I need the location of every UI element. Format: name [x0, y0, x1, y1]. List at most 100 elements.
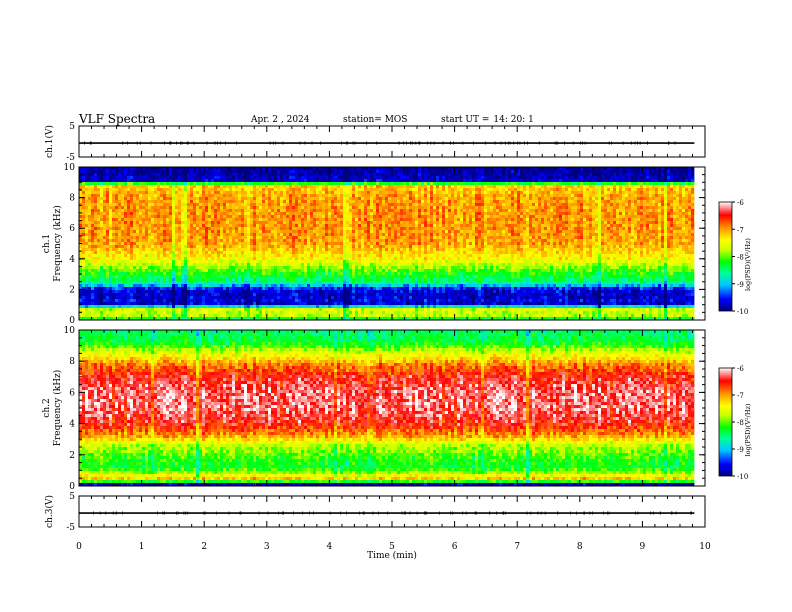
spectrogram-cell — [88, 218, 91, 221]
spectrogram-cell — [106, 302, 109, 305]
spectrogram-cell — [151, 215, 154, 218]
spectrogram-cell — [331, 284, 334, 287]
spectrogram-cell — [283, 305, 286, 308]
spectrogram-cell — [295, 182, 298, 185]
spectrogram-cell — [286, 233, 289, 236]
spectrogram-cell — [136, 203, 139, 206]
spectrogram-cell — [211, 278, 214, 281]
spectrogram-cell — [298, 263, 301, 266]
spectrogram-cell — [250, 179, 253, 182]
spectrogram-cell — [265, 296, 268, 299]
spectrogram-cell — [274, 173, 277, 176]
spectrogram-cell — [286, 257, 289, 260]
spectrogram-cell — [106, 191, 109, 194]
spectrogram-cell — [121, 203, 124, 206]
spectrogram-cell — [271, 182, 274, 185]
spectrogram-cell — [139, 284, 142, 287]
spectrogram-cell — [244, 314, 247, 317]
spectrogram-cell — [136, 182, 139, 185]
spectrogram-cell — [127, 191, 130, 194]
spectrogram-cell — [109, 308, 112, 311]
spectrogram-cell — [199, 200, 202, 203]
spectrogram-cell — [238, 284, 241, 287]
spectrogram-cell — [262, 263, 265, 266]
spectrogram-cell — [340, 197, 343, 200]
spectrogram-cell — [178, 305, 181, 308]
spectrogram-cell — [367, 299, 370, 302]
spectrogram-cell — [217, 200, 220, 203]
spectrogram-cell — [85, 302, 88, 305]
spectrogram-cell — [271, 206, 274, 209]
spectrogram-cell — [307, 263, 310, 266]
spectrogram-cell — [325, 266, 328, 269]
spectrogram-cell — [175, 197, 178, 200]
spectrogram-cell — [334, 317, 337, 320]
spectrogram-cell — [202, 227, 205, 230]
spectrogram-cell — [364, 188, 367, 191]
spectrogram-cell — [370, 179, 373, 182]
spectrogram-cell — [334, 287, 337, 290]
spectrogram-cell — [205, 317, 208, 320]
spectrogram-cell — [91, 200, 94, 203]
spectrogram-cell — [160, 251, 163, 254]
spectrogram-cell — [337, 290, 340, 293]
spectrogram-cell — [103, 251, 106, 254]
spectrogram-cell — [229, 281, 232, 284]
spectrogram-cell — [262, 179, 265, 182]
spectrogram-cell — [256, 236, 259, 239]
spectrogram-cell — [154, 209, 157, 212]
spectrogram-cell — [331, 170, 334, 173]
spectrogram-cell — [250, 182, 253, 185]
spectrogram-cell — [145, 182, 148, 185]
spectrogram-cell — [334, 257, 337, 260]
spectrogram-cell — [103, 272, 106, 275]
spectrogram-cell — [340, 260, 343, 263]
spectrogram-cell — [190, 314, 193, 317]
spectrogram-cell — [274, 314, 277, 317]
spectrogram-cell — [241, 245, 244, 248]
spectrogram-cell — [115, 293, 118, 296]
spectrogram-cell — [334, 272, 337, 275]
spectrogram-cell — [286, 191, 289, 194]
spectrogram-cell — [274, 242, 277, 245]
spectrogram-cell — [181, 254, 184, 257]
spectrogram-cell — [166, 182, 169, 185]
spectrogram-cell — [343, 185, 346, 188]
spectrogram-cell — [229, 167, 232, 170]
spectrogram-cell — [289, 296, 292, 299]
spectrogram-cell — [289, 215, 292, 218]
spectrogram-cell — [319, 173, 322, 176]
spectrogram-cell — [142, 221, 145, 224]
spectrogram-cell — [283, 287, 286, 290]
spectrogram-cell — [358, 167, 361, 170]
spectrogram-cell — [262, 251, 265, 254]
spectrogram-cell — [286, 197, 289, 200]
spectrogram-cell — [235, 272, 238, 275]
spectrogram-cell — [142, 179, 145, 182]
spectrogram-cell — [151, 245, 154, 248]
spectrogram-cell — [316, 218, 319, 221]
spectrogram-cell — [280, 314, 283, 317]
spectrogram-cell — [103, 314, 106, 317]
spectrogram-cell — [283, 260, 286, 263]
spectrogram-cell — [205, 278, 208, 281]
spectrogram-cell — [94, 224, 97, 227]
spectrogram-cell — [271, 281, 274, 284]
spectrogram-cell — [346, 179, 349, 182]
spectrogram-cell — [310, 200, 313, 203]
spectrogram-cell — [115, 248, 118, 251]
spectrogram-cell — [259, 188, 262, 191]
spectrogram-cell — [241, 224, 244, 227]
spectrogram-cell — [121, 212, 124, 215]
spectrogram-cell — [232, 266, 235, 269]
spectrogram-cell — [316, 317, 319, 320]
spectrogram-cell — [310, 242, 313, 245]
spectrogram-cell — [172, 281, 175, 284]
spectrogram-cell — [280, 173, 283, 176]
spectrogram-cell — [187, 305, 190, 308]
spectrogram-cell — [115, 254, 118, 257]
spectrogram-cell — [133, 278, 136, 281]
spectrogram-cell — [265, 275, 268, 278]
spectrogram-cell — [223, 314, 226, 317]
spectrogram-cell — [241, 170, 244, 173]
